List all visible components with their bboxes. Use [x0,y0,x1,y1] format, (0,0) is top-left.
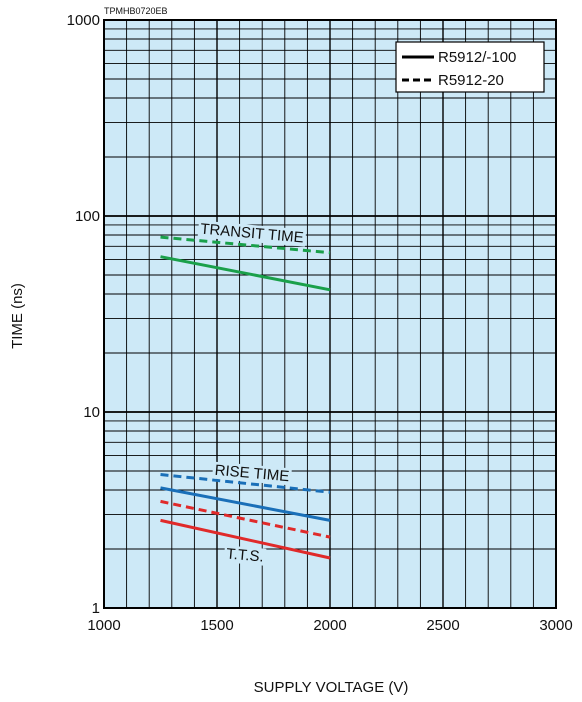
y-tick-label: 100 [75,208,100,225]
annotation-background [223,545,267,566]
annotation-background [211,461,292,486]
series-line-transit-time-dashed [160,235,331,255]
y-tick-label: 1 [92,600,100,617]
legend-label-dashed: R5912-20 [438,72,504,89]
legend-label-solid: R5912/-100 [438,49,516,66]
y-tick-label: 1000 [67,12,100,29]
chart-tag: TPMHB0720EB [104,6,168,16]
x-tick-label: 2000 [313,617,346,634]
x-tick-label: 1500 [200,617,233,634]
grid [103,19,557,609]
series-line-rise-time-dashed [160,473,331,494]
annotation-background [197,220,307,247]
legend: R5912/-100 R5912-20 [395,41,545,93]
x-tick-label: 1000 [87,617,120,634]
series-layer [160,235,331,560]
x-axis-title: SUPPLY VOLTAGE (V) [254,679,409,696]
series-line-transit-time-solid [160,255,331,292]
y-axis-title: TIME (ns) [9,283,26,349]
annotation-rise-time: RISE TIME [214,462,290,485]
series-line-t-t-s-solid [160,518,331,560]
series-line-rise-time-solid [160,486,331,522]
tick-labels: 1000 1500 2000 2500 3000 1 10 100 1000 [67,12,573,634]
x-tick-label: 2500 [426,617,459,634]
x-tick-label: 3000 [539,617,572,634]
y-tick-label: 10 [83,404,100,421]
plot-frame [103,19,557,609]
annotation-tts: T.T.S. [226,545,265,565]
series-line-t-t-s-dashed [160,499,331,539]
legend-box [395,41,545,93]
